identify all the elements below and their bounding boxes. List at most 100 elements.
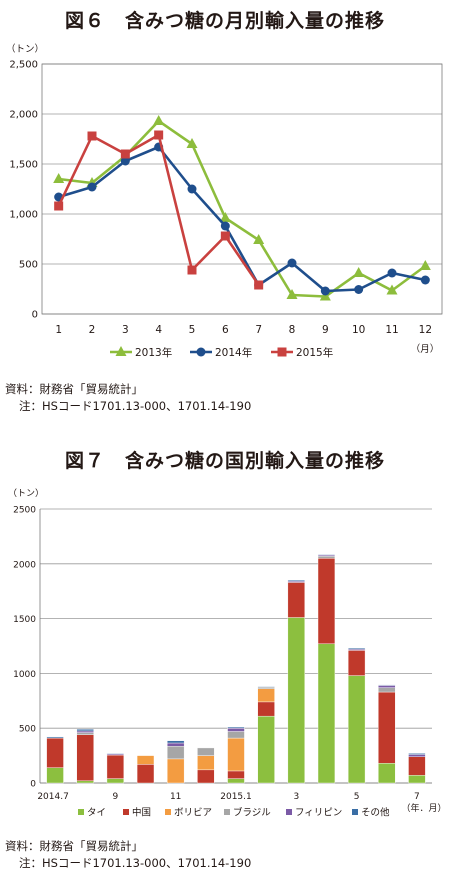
legend-swatch	[78, 809, 84, 815]
data-point	[420, 275, 430, 285]
x-tick-label: 5	[189, 324, 196, 336]
bar-segment-中国	[76, 734, 94, 782]
bar-segment-タイ	[378, 763, 396, 784]
data-point	[154, 130, 164, 140]
data-point	[386, 284, 398, 295]
bar-segment-ブラジル	[167, 746, 185, 760]
bar-segment-ブラジル	[227, 731, 245, 739]
bar-stack-2015.3	[287, 580, 305, 784]
x-tick-label: 10	[352, 324, 365, 336]
bar-segment-タイ	[46, 767, 64, 784]
bar-segment-その他	[46, 736, 64, 739]
bar-segment-フィリピン	[378, 685, 396, 688]
x-tick-label: 7	[255, 324, 262, 336]
bar-stack-2015.2	[257, 686, 275, 784]
y-tick-label: 0	[32, 310, 38, 321]
bar-stack-2014.12	[197, 747, 215, 784]
data-point	[87, 182, 97, 192]
y-axis-unit: （トン）	[8, 488, 44, 499]
bar-segment-タイ	[408, 775, 426, 784]
x-tick-label: 3	[293, 792, 299, 802]
legend-marker	[196, 347, 206, 357]
y-tick-label: 2500	[13, 506, 36, 516]
bar-segment-ボリビア	[167, 758, 185, 784]
x-tick-label: 9	[113, 792, 119, 802]
data-point	[254, 280, 264, 290]
bar-stack-2015.5	[347, 647, 366, 784]
legend-label: 2015年	[296, 346, 333, 359]
series-line	[58, 145, 426, 293]
bar-segment-その他	[317, 554, 336, 556]
figure6-title: 図６ 含みつ糖の月別輸入量の推移	[64, 10, 385, 32]
bar-segment-中国	[257, 701, 275, 717]
legend-marker	[115, 346, 127, 356]
data-point	[186, 138, 198, 148]
legend-label: ブラジル	[233, 807, 271, 819]
x-tick-label: 2014.7	[37, 792, 69, 802]
bar-segment-中国	[106, 754, 125, 779]
data-point	[187, 265, 197, 275]
x-tick-label: 2	[89, 324, 96, 336]
bar-segment-ボリビア	[136, 755, 155, 765]
data-point	[287, 258, 297, 268]
legend-swatch	[165, 809, 171, 815]
data-point	[220, 231, 230, 241]
bar-stack-2014.11	[167, 740, 185, 784]
legend-label: その他	[361, 807, 390, 819]
bar-stack-2015.1	[227, 726, 245, 784]
bar-segment-その他	[287, 580, 305, 582]
bar-segment-その他	[257, 686, 275, 688]
y-tick-label: 1,500	[9, 160, 38, 171]
figure6-series	[53, 115, 431, 301]
bar-segment-タイ	[347, 675, 366, 784]
figure7-source: 資料：財務省「貿易統計」	[5, 839, 143, 853]
bar-segment-ブラジル	[76, 732, 94, 735]
bar-segment-中国	[347, 650, 366, 676]
legend-label: フィリピン	[295, 808, 342, 819]
bar-segment-タイ	[227, 778, 245, 784]
bar-segment-ブラジル	[197, 747, 215, 756]
bar-segment-その他	[347, 647, 366, 650]
data-point	[120, 156, 130, 166]
data-point	[253, 234, 265, 244]
figure7-legend: タイ 中国 ボリビア ブラジル フィリピン その他	[78, 807, 390, 819]
figure7-note: 注：HSコード1701.13-000、1701.14-190	[19, 856, 252, 870]
bar-segment-その他	[408, 753, 426, 755]
x-tick-label: 3	[122, 324, 129, 336]
legend-label: 2013年	[135, 346, 172, 359]
figure7-bar-chart: 0 500 1000 1500 2000 2500 （トン） 2014.7 9 11 2015.1 3…	[8, 488, 447, 819]
bar-segment-中国	[46, 737, 64, 768]
bar-segment-中国	[136, 764, 155, 784]
x-tick-label: 11	[385, 324, 398, 336]
x-tick-label: 8	[289, 324, 296, 336]
bar-stack-2015.7	[408, 753, 426, 784]
bar-segment-タイ	[287, 617, 305, 784]
bar-segment-中国	[287, 582, 305, 618]
bar-segment-ボリビア	[197, 755, 215, 771]
data-point	[54, 201, 64, 211]
data-point	[219, 212, 231, 222]
bar-segment-中国	[408, 756, 426, 776]
figure6-note: 注：HSコード1701.13-000、1701.14-190	[19, 399, 252, 413]
bar-segment-ブラジル	[257, 686, 275, 689]
legend-label: タイ	[87, 808, 106, 819]
data-point	[53, 173, 65, 183]
bar-stack-2014.10	[136, 755, 155, 784]
data-point	[387, 268, 397, 278]
bar-stack-2014.8	[76, 729, 94, 784]
bar-segment-その他	[378, 684, 396, 686]
legend-swatch	[224, 809, 230, 815]
y-tick-label: 2000	[13, 560, 36, 570]
x-tick-label: 11	[170, 792, 181, 802]
bar-segment-その他	[76, 729, 94, 732]
data-point	[320, 286, 330, 296]
figure6-source: 資料：財務省「貿易統計」	[5, 382, 143, 396]
x-axis-unit: （年．月）	[401, 802, 446, 814]
x-tick-label: 2015.1	[220, 792, 252, 802]
bar-segment-フィリピン	[167, 742, 185, 747]
bar-segment-タイ	[76, 780, 94, 784]
bar-segment-フィリピン	[76, 730, 94, 733]
bar-segment-ブラジル	[378, 687, 396, 693]
bar-segment-その他	[227, 726, 245, 729]
data-point	[354, 285, 364, 294]
